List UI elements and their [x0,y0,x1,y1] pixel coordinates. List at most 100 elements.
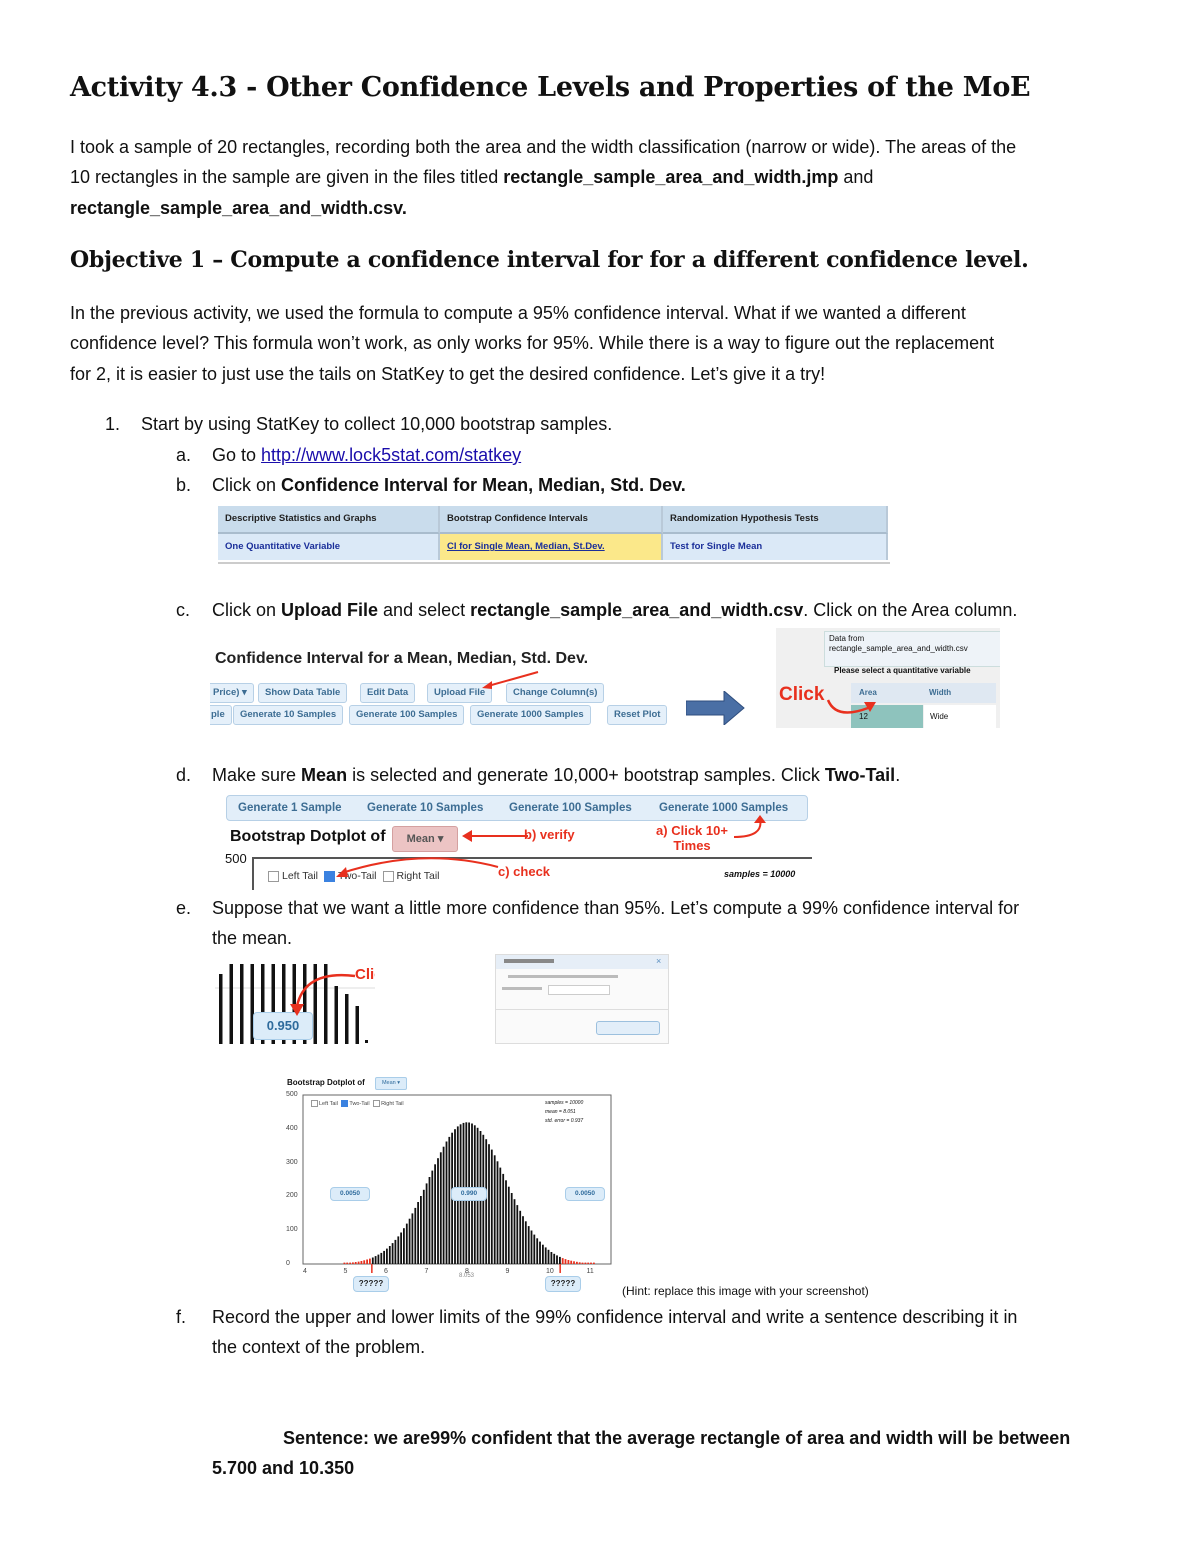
objective-line-1: In the previous activity, we used the fo… [70,303,966,323]
step-f-text: Record the upper and lower limits of the… [212,1307,1018,1327]
screenshot-button: Show Data Table [258,683,348,703]
proportion-input[interactable] [548,985,610,995]
dotplot-bar [343,1262,346,1264]
screenshot-button: Generate 1000 Samples [470,705,591,725]
center-value: 8.053 [459,1273,475,1279]
right-tail-proportion[interactable]: 0.0050 [565,1187,605,1201]
dotplot-bar [516,1205,519,1264]
dotplot-bar [559,1256,561,1264]
step-e-text: the mean. [212,928,293,948]
dotplot-bar [380,1252,383,1264]
statistic-select[interactable]: Mean ▾ [375,1077,407,1090]
mini-bar [219,974,223,1044]
menu-link-ci-single-mean[interactable]: CI for Single Mean, Median, St.Dev. [440,534,663,560]
step-letter: e. [176,898,192,918]
curved-arrow-icon [826,699,876,714]
dotplot-bar [567,1260,570,1264]
generate-bar: Generate 1 Sample Generate 10 Samples Ge… [226,795,808,821]
lower-bound-label[interactable]: ????? [353,1276,389,1292]
mini-bar [261,964,265,1044]
stat-samples: samples = 10000 [545,1100,584,1106]
annotation-line: Times [673,838,711,853]
right-tail-checkbox [382,870,394,882]
mini-bar [324,964,328,1044]
right-tail-label: Right Tail [381,1100,404,1107]
menu-header: Randomization Hypothesis Tests [663,506,888,534]
dotplot-bar [363,1260,366,1264]
x-tick-label: 10 [546,1268,554,1275]
step-emphasis: Upload File [281,600,379,620]
mini-dot [365,1040,368,1043]
dotplot-bar [536,1238,539,1264]
left-tail-checkbox[interactable] [311,1100,318,1107]
dotplot-bar [510,1193,513,1264]
x-tick-label: 6 [384,1268,388,1275]
click-annotation: Click [779,684,825,705]
dotplot-bar [422,1189,425,1264]
dotplot-bar [403,1228,405,1264]
statkey-link[interactable]: http://www.lock5stat.com/statkey [261,445,522,465]
dotplot-bar [352,1262,354,1264]
dotplot-bar [400,1232,402,1264]
step-1-text: Start by using StatKey to collect 10,000… [141,414,613,434]
right-tail-label: Right Tail [396,870,440,882]
red-arrow-icon [482,671,539,689]
dotplot-bar [547,1249,550,1264]
column-header-row: Area Width [851,683,996,703]
check-annotation: c) check [498,864,551,879]
proportion-label[interactable]: 0.950 [253,1012,313,1040]
tail-options: Left Tail Two-Tail Right Tail [262,870,440,882]
dotplot-bar [388,1246,391,1264]
dotplot-label: Bootstrap Dotplot of [230,828,386,845]
two-tail-label: Two-Tail [338,870,377,882]
dotplot-bar [420,1196,422,1264]
intro-line-1: I took a sample of 20 rectangles, record… [70,137,1017,157]
upper-bound-label[interactable]: ????? [545,1276,581,1292]
width-column[interactable]: Width [929,688,952,697]
intro-line-3: rectangle_sample_area_and_width.csv. [70,197,407,219]
dialog-title [504,959,554,963]
verify-annotation: b) verify [524,827,575,842]
left-tail-proportion[interactable]: 0.0050 [330,1187,370,1201]
step-letter: f. [176,1307,187,1327]
right-tail-checkbox[interactable] [373,1100,381,1107]
dotplot-bar [584,1262,587,1264]
step-text: and select [378,600,471,620]
dotplot-bar [397,1236,400,1264]
step-f-text: the context of the problem. [212,1337,426,1357]
step-emphasis: Mean [301,765,348,785]
dotplot-bar [488,1144,490,1264]
dotplot-bar [485,1139,488,1264]
curved-arrow-icon [290,973,356,1016]
mini-bar [271,964,275,1044]
dotplot-bar [527,1226,530,1264]
generate-1000-button: Generate 1000 Samples [659,802,789,814]
dotplot-bar [573,1261,575,1264]
dotplot-bar [530,1230,533,1264]
dotplot-bar [414,1207,417,1264]
dotplot-bar [445,1141,448,1264]
dotplot-bar [505,1180,507,1264]
mini-bar [282,964,286,1044]
dotplot-bar [507,1186,510,1264]
hint-text: (Hint: replace this image with your scre… [622,1284,869,1298]
generate-screenshot: Generate 1 Sample Generate 10 Samples Ge… [222,793,812,890]
dotplot-bar [439,1152,442,1264]
middle-proportion[interactable]: 0.990 [451,1187,487,1201]
dotplot-bar [587,1262,590,1264]
y-tick-label: 500 [286,1091,298,1098]
menu-link[interactable]: Test for Single Mean [663,534,888,560]
close-icon[interactable]: × [656,956,662,966]
two-tail-checkbox[interactable] [341,1100,349,1107]
menu-link[interactable]: One Quantitative Variable [218,534,440,560]
area-column[interactable]: Area [859,688,877,697]
dotplot-bar [570,1260,573,1264]
intro-text: and [838,167,874,187]
stat-mean: mean = 8.051 [545,1109,576,1115]
x-tick-label: 9 [505,1268,510,1275]
dotplot-bar [524,1221,527,1264]
left-tail-checkbox [268,870,279,882]
step-e-text: Suppose that we want a little more confi… [212,898,1020,918]
step-text: Make sure [212,765,302,785]
ok-button[interactable] [596,1021,660,1035]
